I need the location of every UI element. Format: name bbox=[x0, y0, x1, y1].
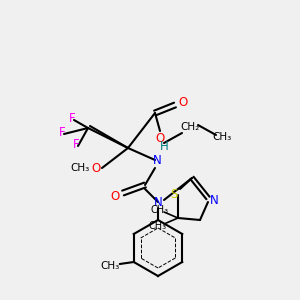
Text: N: N bbox=[154, 196, 162, 208]
Text: CH₃: CH₃ bbox=[212, 132, 232, 142]
Text: CH₂: CH₂ bbox=[180, 122, 200, 132]
Text: CH₃: CH₃ bbox=[70, 163, 90, 173]
Text: F: F bbox=[73, 137, 79, 151]
Text: N: N bbox=[210, 194, 218, 206]
Text: CH₃: CH₃ bbox=[100, 261, 119, 271]
Text: S: S bbox=[170, 188, 178, 202]
Text: N: N bbox=[153, 154, 161, 167]
Text: F: F bbox=[59, 125, 65, 139]
Text: O: O bbox=[155, 133, 165, 146]
Text: H: H bbox=[160, 140, 168, 152]
Text: O: O bbox=[110, 190, 120, 203]
Text: O: O bbox=[92, 161, 100, 175]
Text: F: F bbox=[69, 112, 75, 124]
Text: O: O bbox=[178, 97, 188, 110]
Text: CH₃: CH₃ bbox=[149, 221, 167, 231]
Text: CH₃: CH₃ bbox=[151, 205, 169, 215]
